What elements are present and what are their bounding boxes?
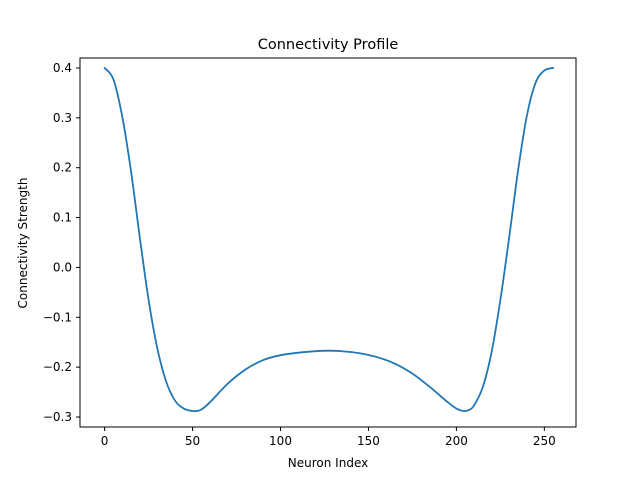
x-tick-label: 50 (185, 434, 200, 448)
series-line (103, 67, 555, 413)
y-tick-label: 0.1 (53, 211, 72, 225)
y-tick-label: −0.3 (43, 410, 72, 424)
y-axis: −0.3 −0.2 −0.1 0.0 0.1 0.2 0.3 0.4 (43, 61, 80, 424)
plot-frame (79, 57, 577, 428)
x-tick-label: 100 (269, 434, 292, 448)
y-axis-label: Connectivity Strength (16, 178, 30, 309)
y-tick-label: 0.2 (53, 161, 72, 175)
plot-area: 0 50 100 150 200 250 −0.3 −0.2 −0.1 0.0 0.1 0.2 0.3… (43, 57, 577, 448)
chart-title: Connectivity Profile (258, 37, 399, 53)
y-tick-label: −0.2 (43, 360, 72, 374)
y-tick-label: 0.4 (53, 61, 72, 75)
x-axis: 0 50 100 150 200 250 (101, 427, 556, 448)
x-tick-label: 250 (533, 434, 556, 448)
y-tick-label: 0.0 (53, 260, 72, 274)
y-tick-label: 0.3 (53, 111, 72, 125)
x-tick-label: 0 (101, 434, 109, 448)
x-axis-label: Neuron Index (288, 456, 368, 470)
y-tick-label: −0.1 (43, 310, 72, 324)
x-tick-label: 200 (445, 434, 468, 448)
x-tick-label: 150 (357, 434, 380, 448)
series-layer (103, 67, 555, 413)
